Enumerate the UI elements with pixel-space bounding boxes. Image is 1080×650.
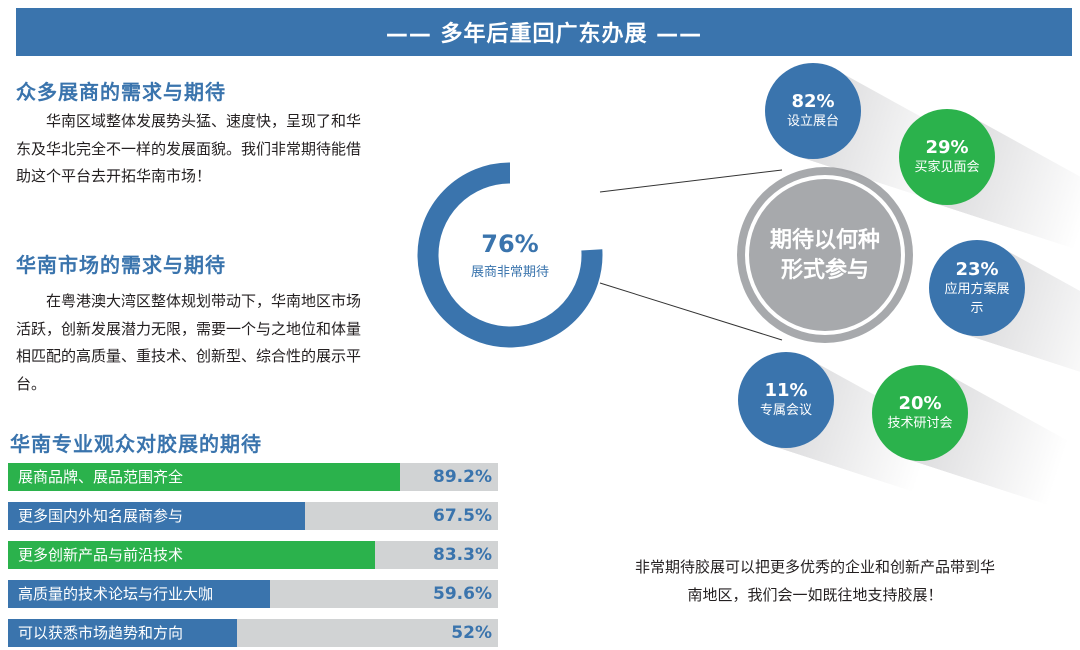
bar-track: 展商品牌、展品范围齐全 89.2% [8,463,498,491]
bar-fill [8,619,237,647]
section1-text: 华南区域整体发展势头猛、速度快，呈现了和华东及华北完全不一样的发展面貌。我们非常… [16,112,362,185]
connector-line [599,169,783,193]
bubble-label: 买家见面会 [914,160,980,175]
bar-track: 更多创新产品与前沿技术 83.3% [8,541,498,569]
bubble: 20% 技术研讨会 [872,365,968,461]
bar-fill [8,580,271,608]
bubble-value: 29% [925,137,969,158]
bar-value: 83.3% [433,545,492,565]
bubble-label: 技术研讨会 [887,416,953,431]
header-title: —— 多年后重回广东办展 —— [385,22,703,47]
bar-fill [8,541,375,569]
donut-label: 展商非常期待 [471,265,549,280]
bubble-label: 设立展台 [786,114,839,129]
center-circle-label: 期待以何种形式参与 [769,228,880,283]
center-circle [749,179,901,331]
bubble-label: 应用方案展示 [944,281,1010,316]
bubble: 23% 应用方案展示 [929,240,1025,336]
bar-fill [8,502,305,530]
bubble-label: 专属会议 [759,403,812,418]
bubble-value: 82% [791,91,835,112]
bar-label: 高质量的技术论坛与行业大咖 [18,585,214,603]
bar-value: 59.6% [433,584,492,604]
section3-heading: 华南专业观众对胶展的期待 [10,432,262,456]
bubble: 29% 买家见面会 [899,109,995,205]
donut-value: 76% [481,230,538,258]
section2-text: 在粤港澳大湾区整体规划带动下，华南地区市场活跃，创新发展潜力无限，需要一个与之地… [16,292,362,393]
bubble: 11% 专属会议 [738,352,834,448]
bar-track: 高质量的技术论坛与行业大咖 59.6% [8,580,498,608]
bar-value: 67.5% [433,506,492,526]
section1-heading: 众多展商的需求与期待 [16,80,226,104]
bar-label: 展商品牌、展品范围齐全 [18,468,184,486]
bar-label: 更多国内外知名展商参与 [18,507,184,525]
bubble-value: 11% [764,380,808,401]
section2-heading: 华南市场的需求与期待 [16,253,226,277]
bar-value: 89.2% [433,467,492,487]
bar-fill [8,463,401,491]
bubble: 82% 设立展台 [765,63,861,159]
connector-line [599,282,783,341]
bubble-value: 23% [955,258,999,280]
bar-label: 更多创新产品与前沿技术 [18,546,184,564]
bubble-value: 20% [898,393,942,414]
footer-text: 非常期待胶展可以把更多优秀的企业和创新产品带到华南地区，我们会一如既往地支持胶展… [634,558,995,604]
header-banner: —— 多年后重回广东办展 —— [16,8,1072,56]
bar-track: 更多国内外知名展商参与 67.5% [8,502,498,530]
bar-label: 可以获悉市场趋势和方向 [18,624,184,642]
bar-track: 可以获悉市场趋势和方向 52% [8,619,498,647]
donut-arc [417,162,603,348]
bar-value: 52% [451,623,492,643]
